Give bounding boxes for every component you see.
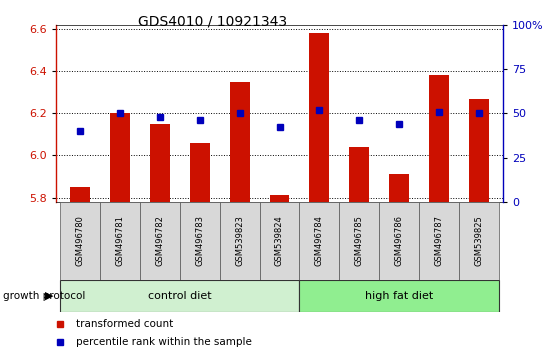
Bar [220,202,259,280]
Bar [419,202,459,280]
Text: growth protocol: growth protocol [3,291,85,301]
Text: GSM496784: GSM496784 [315,215,324,266]
Text: GSM496787: GSM496787 [435,215,444,266]
Bar [259,202,300,280]
Bar [389,175,409,202]
Bar [60,202,100,280]
Text: GSM496780: GSM496780 [75,215,84,266]
Text: GDS4010 / 10921343: GDS4010 / 10921343 [138,14,287,28]
Text: ▶: ▶ [45,291,53,301]
Text: control diet: control diet [148,291,211,301]
Bar [70,187,90,202]
Bar [150,124,170,202]
Bar [300,202,339,280]
Bar [110,113,130,202]
Bar [339,202,380,280]
Bar [269,195,290,202]
Bar [179,202,220,280]
Bar [380,202,419,280]
Bar [469,98,489,202]
Text: GSM539825: GSM539825 [475,215,484,266]
Text: GSM496783: GSM496783 [195,215,204,266]
Bar [230,82,249,202]
Text: GSM539824: GSM539824 [275,215,284,266]
Text: GSM496786: GSM496786 [395,215,404,266]
Text: transformed count: transformed count [76,319,173,329]
Bar [459,202,499,280]
Bar [300,280,499,312]
Text: GSM496781: GSM496781 [115,215,124,266]
Text: high fat diet: high fat diet [365,291,433,301]
Bar [349,147,369,202]
Text: GSM496785: GSM496785 [355,215,364,266]
Bar [60,280,300,312]
Bar [429,75,449,202]
Text: GSM496782: GSM496782 [155,215,164,266]
Bar [190,143,210,202]
Bar [310,33,329,202]
Text: percentile rank within the sample: percentile rank within the sample [76,337,252,347]
Bar [140,202,179,280]
Text: GSM539823: GSM539823 [235,215,244,266]
Bar [100,202,140,280]
